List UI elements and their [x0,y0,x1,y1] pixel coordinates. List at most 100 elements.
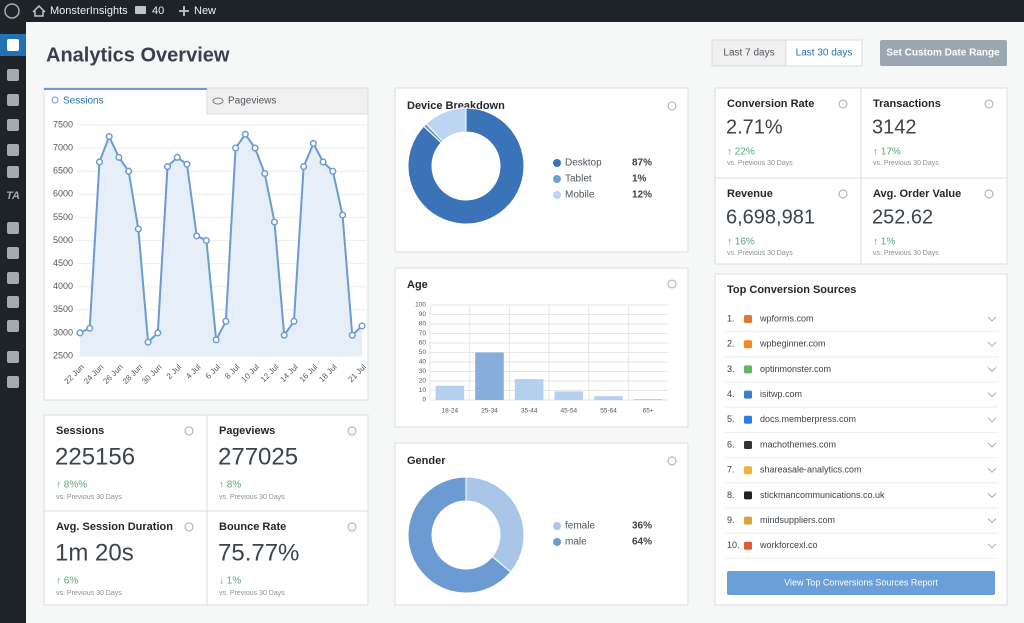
favicon [744,415,752,424]
chevron[interactable] [987,442,997,448]
y-tick-label: 2500 [53,350,73,360]
chevron[interactable] [987,417,997,423]
y-tick-label: 3500 [53,304,73,314]
point [241,130,249,138]
stat-value: 75.77% [218,539,299,566]
site-name[interactable]: MonsterInsights [50,5,128,17]
point [300,163,308,171]
date-btn-bg[interactable] [711,39,787,67]
wp-logo[interactable] [4,3,20,19]
info-icon [838,99,848,109]
sidebar-icon[interactable] [7,320,19,332]
custom-range-bg[interactable] [880,40,1007,66]
home-icon[interactable] [32,4,46,17]
point [173,153,181,161]
point [202,236,210,245]
tab-icon [51,96,59,104]
point [222,317,230,325]
stat-value: 6,698,981 [726,206,815,228]
date-button[interactable]: Last 7 days [723,48,774,59]
sidebar-icon[interactable] [7,247,19,259]
date-button[interactable]: Last 30 days [796,48,853,59]
sidebar-icon[interactable] [7,222,19,234]
point [290,317,298,325]
source-name[interactable]: mindsuppliers.com [760,515,835,525]
point [76,329,84,337]
stat-compare: vs. Previous 30 Days [727,160,793,167]
source-name[interactable]: wpbeginner.com [759,339,826,349]
y-tick-label: 7500 [53,119,73,129]
bar [435,385,465,400]
info-icon [667,456,677,466]
slice [407,107,525,225]
point [319,158,327,166]
source-name[interactable]: wpforms.com [759,313,814,323]
source-rank: 3. [727,364,735,374]
sidebar-icon[interactable] [7,351,19,363]
device-card [394,87,689,253]
sidebar-ta[interactable]: TA [6,190,20,202]
sidebar-icon[interactable] [7,144,19,156]
stat-compare: vs. Previous 30 Days [873,250,939,257]
stat-value: 277025 [218,443,298,470]
y-tick-label: 50 [419,349,427,356]
chevron[interactable] [987,543,997,549]
chevron[interactable] [987,392,997,398]
sidebar-icon[interactable] [7,272,19,284]
stat-value: 3142 [872,116,917,138]
source-name[interactable]: shareasale-analytics.com [760,465,862,475]
source-name[interactable]: stickmancommunications.co.uk [760,490,885,500]
comment-count[interactable]: 40 [152,5,164,17]
tab-icon [212,97,224,105]
y-tick-label: 100 [415,302,426,309]
favicon [744,466,752,475]
source-name[interactable]: machothemes.com [760,439,836,449]
bar [475,352,504,400]
y-tick-label: 0 [422,397,426,404]
sources-button-bg[interactable] [727,571,995,595]
legend-swatch [553,175,561,183]
chevron[interactable] [987,367,997,373]
favicon [744,516,752,525]
bar [633,399,663,400]
stat-change: ↑ 1% [873,237,895,248]
source-name[interactable]: workforcexl.co [759,540,818,550]
sidebar-icon[interactable] [7,296,19,308]
custom-range-button[interactable]: Set Custom Date Range [886,48,1000,59]
chevron[interactable] [987,493,997,499]
new-link[interactable]: New [194,5,216,17]
tab[interactable]: Pageviews [228,96,276,107]
chevron[interactable] [987,316,997,322]
source-name[interactable]: docs.memberpress.com [760,414,856,424]
stat-change: ↓ 1% [219,576,241,587]
sidebar-icon[interactable] [7,376,19,388]
source-rank: 5. [727,414,735,424]
favicon [744,315,752,323]
chevron[interactable] [987,518,997,524]
sidebar-icon[interactable] [7,69,19,81]
stat-compare: vs. Previous 30 Days [219,590,285,597]
new-icon[interactable] [179,6,189,16]
point [232,144,240,152]
tab-active-bar [44,88,207,90]
point [339,211,347,219]
x-tick-label: 55-64 [600,408,617,415]
sidebar-icon[interactable] [7,166,19,178]
source-name[interactable]: isitwp.com [760,389,802,399]
y-tick-label: 7000 [53,142,73,152]
tab-inactive[interactable] [206,87,369,115]
stat-value: 2.71% [726,116,783,138]
sources-button[interactable]: View Top Conversions Sources Report [784,577,938,587]
chevron[interactable] [987,341,997,347]
source-name[interactable]: optinmonster.com [760,364,831,374]
chevron[interactable] [987,467,997,473]
y-tick-label: 5500 [53,212,73,222]
favicon [744,340,752,349]
point [270,218,279,226]
comment-icon[interactable] [135,6,146,14]
sidebar-icon[interactable] [7,94,19,106]
sidebar-icon[interactable] [7,119,19,131]
slice [407,476,512,594]
tab[interactable]: Sessions [63,96,104,107]
sidebar-icon[interactable] [7,39,19,51]
